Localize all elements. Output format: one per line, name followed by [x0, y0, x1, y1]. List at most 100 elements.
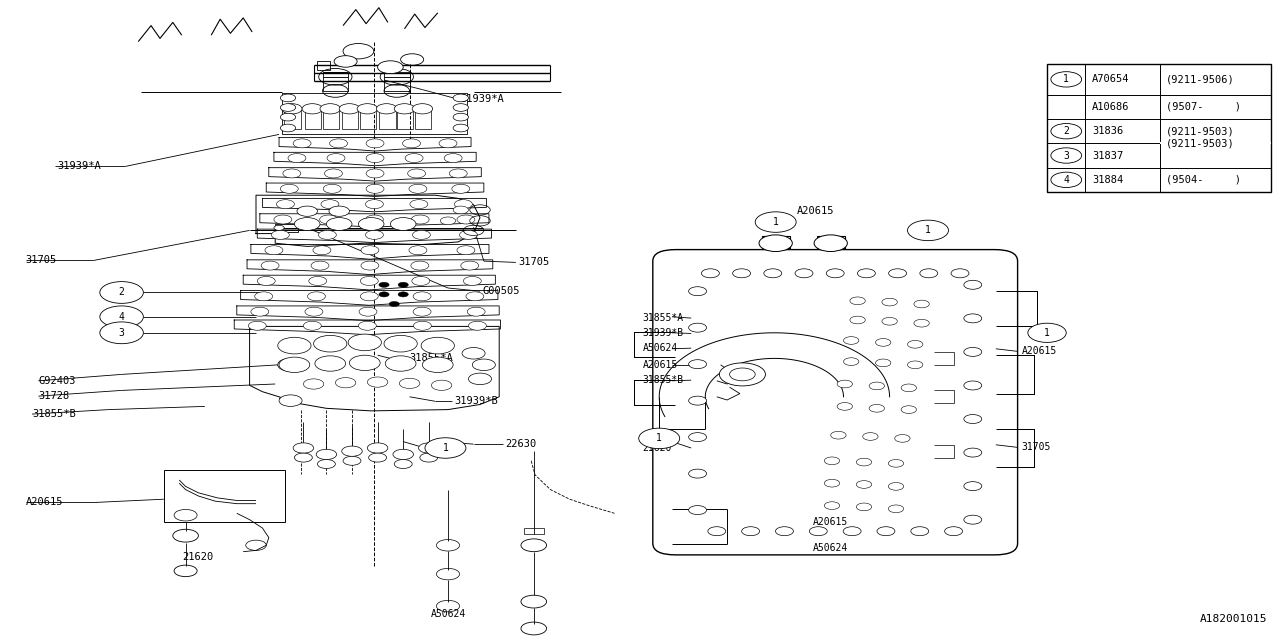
Bar — [669, 509, 727, 544]
Circle shape — [406, 154, 422, 163]
Circle shape — [385, 356, 416, 371]
Circle shape — [419, 443, 439, 453]
Circle shape — [463, 276, 481, 285]
Circle shape — [303, 321, 321, 330]
Circle shape — [358, 307, 378, 316]
Bar — [996, 429, 1034, 467]
Bar — [762, 236, 790, 260]
Circle shape — [314, 335, 347, 352]
Text: A182001015: A182001015 — [1199, 614, 1267, 624]
Text: 1: 1 — [925, 225, 931, 236]
Text: 31705: 31705 — [1021, 442, 1051, 452]
Bar — [996, 291, 1037, 326]
Circle shape — [453, 113, 468, 121]
Circle shape — [334, 56, 357, 67]
Text: (9211-9503): (9211-9503) — [1166, 138, 1235, 148]
Circle shape — [1051, 72, 1082, 87]
Circle shape — [316, 449, 337, 460]
Text: 1: 1 — [773, 217, 778, 227]
Text: A50624: A50624 — [430, 609, 466, 620]
Circle shape — [398, 292, 408, 297]
Bar — [1047, 64, 1271, 192]
Circle shape — [719, 363, 765, 386]
Text: A20615: A20615 — [643, 360, 678, 370]
Circle shape — [837, 403, 852, 410]
Bar — [279, 384, 302, 398]
Circle shape — [964, 280, 982, 289]
Circle shape — [466, 292, 484, 301]
Circle shape — [908, 340, 923, 348]
Circle shape — [384, 335, 417, 352]
Circle shape — [460, 230, 477, 239]
Text: (9211-9503): (9211-9503) — [1166, 126, 1235, 136]
Text: 1: 1 — [443, 443, 448, 453]
Circle shape — [320, 104, 340, 114]
Text: G92403: G92403 — [38, 376, 76, 386]
Circle shape — [421, 337, 454, 354]
Circle shape — [330, 139, 348, 148]
Circle shape — [378, 61, 403, 74]
Circle shape — [945, 527, 963, 536]
Circle shape — [278, 337, 311, 354]
Circle shape — [303, 379, 324, 389]
Text: 31705: 31705 — [518, 257, 549, 268]
Circle shape — [379, 282, 389, 287]
Circle shape — [174, 509, 197, 521]
Circle shape — [411, 261, 429, 270]
Circle shape — [367, 443, 388, 453]
Circle shape — [280, 184, 298, 193]
Circle shape — [844, 358, 859, 365]
Circle shape — [358, 218, 384, 230]
Circle shape — [323, 184, 340, 193]
Circle shape — [876, 359, 891, 367]
Circle shape — [439, 139, 457, 148]
Circle shape — [951, 269, 969, 278]
Circle shape — [795, 269, 813, 278]
Circle shape — [339, 104, 360, 114]
Text: A10686: A10686 — [1092, 102, 1129, 112]
Circle shape — [361, 292, 379, 301]
Bar — [379, 110, 396, 129]
Circle shape — [755, 212, 796, 232]
Circle shape — [257, 276, 275, 285]
Circle shape — [869, 404, 884, 412]
Circle shape — [964, 448, 982, 457]
Circle shape — [457, 215, 475, 224]
Circle shape — [964, 515, 982, 524]
Circle shape — [413, 321, 431, 330]
Text: A50624: A50624 — [813, 543, 849, 554]
Bar — [164, 470, 285, 522]
Circle shape — [326, 218, 352, 230]
Circle shape — [343, 456, 361, 465]
Circle shape — [440, 217, 456, 225]
Circle shape — [358, 321, 376, 330]
Circle shape — [343, 44, 374, 59]
Polygon shape — [250, 326, 499, 411]
Circle shape — [708, 527, 726, 536]
Text: A20615: A20615 — [797, 206, 835, 216]
Circle shape — [265, 246, 283, 255]
Circle shape — [858, 269, 876, 278]
Circle shape — [366, 215, 384, 224]
Circle shape — [689, 287, 707, 296]
Text: (9504-     ): (9504- ) — [1166, 175, 1242, 185]
Circle shape — [319, 230, 337, 239]
Bar — [384, 72, 410, 77]
Circle shape — [294, 218, 320, 230]
Circle shape — [453, 124, 468, 132]
Text: 31855*A: 31855*A — [643, 313, 684, 323]
Circle shape — [274, 215, 292, 224]
Circle shape — [325, 169, 342, 178]
Circle shape — [317, 460, 335, 468]
Circle shape — [453, 94, 468, 102]
Circle shape — [452, 184, 470, 193]
Circle shape — [369, 453, 387, 462]
Circle shape — [764, 269, 782, 278]
Circle shape — [248, 321, 266, 330]
Circle shape — [278, 358, 303, 371]
Text: 2: 2 — [119, 287, 124, 298]
Circle shape — [328, 154, 344, 163]
Circle shape — [315, 356, 346, 371]
Circle shape — [420, 453, 438, 462]
Circle shape — [964, 314, 982, 323]
